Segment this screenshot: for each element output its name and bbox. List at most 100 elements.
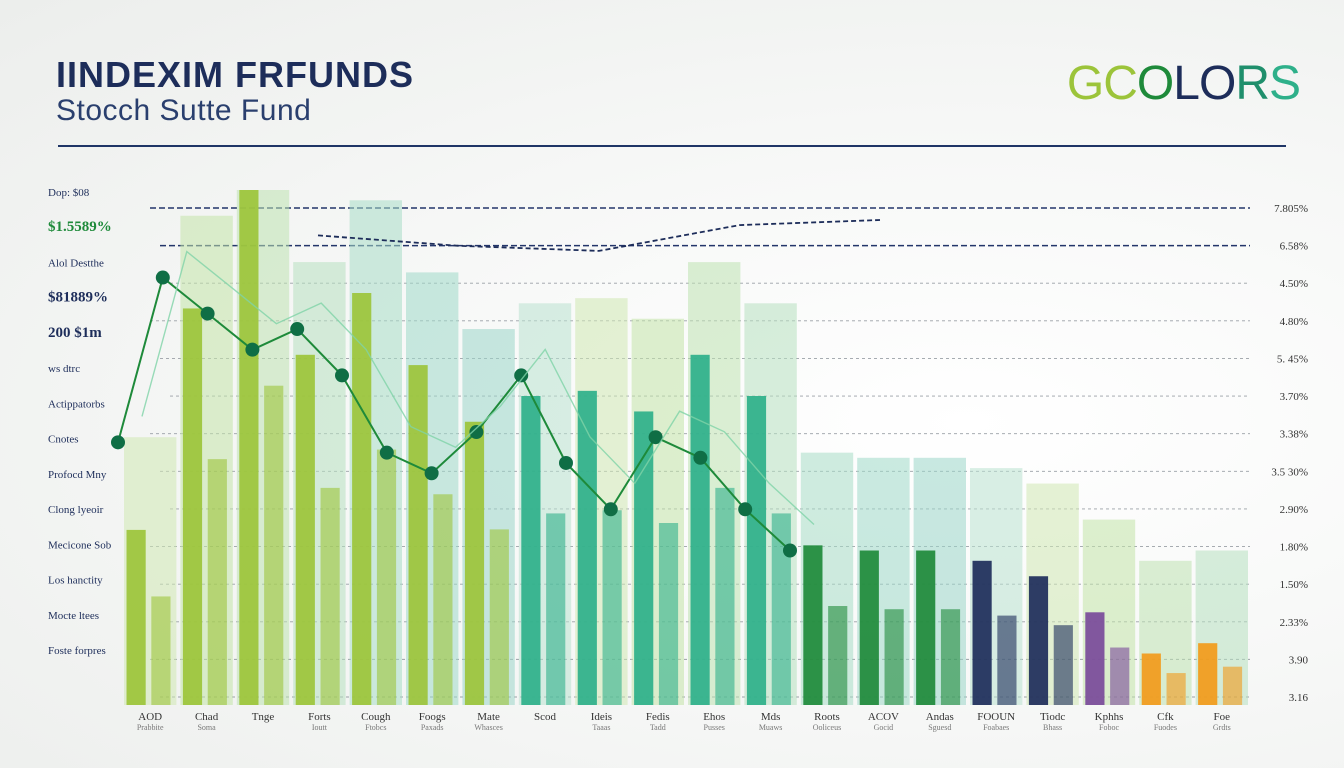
x-tick-label: Chad xyxy=(195,711,219,723)
x-tick-sublabel: Ftobcs xyxy=(365,723,386,732)
x-tick-label: Ehos xyxy=(703,711,725,723)
brand-letter: O xyxy=(1136,57,1174,110)
x-tick-label: Fedis xyxy=(646,711,670,723)
x-tick-sublabel: Foboc xyxy=(1099,723,1119,732)
trend-marker xyxy=(155,270,170,285)
trend-marker xyxy=(245,342,260,357)
trend-marker xyxy=(693,450,708,465)
bar-secondary xyxy=(207,459,227,705)
trend-line xyxy=(117,275,791,552)
x-tick-sublabel: Pusses xyxy=(704,723,725,732)
bar-secondary xyxy=(828,606,848,705)
right-axis-label: 2.33% xyxy=(1280,617,1308,629)
brand-letter: S xyxy=(1268,57,1301,110)
right-axis-label: 3.16 xyxy=(1289,692,1309,704)
bar-secondary xyxy=(1166,673,1186,705)
left-axis-label: 200 $1m xyxy=(48,325,102,341)
bar-secondary xyxy=(1053,625,1073,705)
bar-secondary xyxy=(1110,647,1130,705)
trend-marker xyxy=(559,455,573,470)
bar-secondary xyxy=(376,449,397,705)
left-axis-label: $1.5589% xyxy=(48,219,112,235)
right-axis-label: 3.70% xyxy=(1280,391,1308,403)
left-axis-label: Cnotes xyxy=(48,434,79,446)
bar xyxy=(126,529,146,705)
x-tick-sublabel: Bhass xyxy=(1043,723,1062,732)
trend-marker xyxy=(111,435,125,450)
x-tick-sublabel: Muaws xyxy=(759,723,783,732)
bar-secondary xyxy=(433,494,453,705)
x-tick-label: Roots xyxy=(814,711,840,723)
x-tick-sublabel: Grdts xyxy=(1213,723,1231,732)
bar-secondary xyxy=(884,609,904,705)
trend-marker xyxy=(469,425,484,440)
left-axis-label: Clong lyeoir xyxy=(48,504,104,516)
right-axis-label: 4.50% xyxy=(1280,278,1308,290)
bar-secondary xyxy=(658,522,679,705)
x-tick-label: Tiodc xyxy=(1040,711,1065,723)
x-tick-sublabel: Taaas xyxy=(592,723,610,732)
bar xyxy=(182,308,203,705)
bar xyxy=(521,396,541,705)
dashed-series-line xyxy=(317,219,881,252)
bar-secondary xyxy=(715,487,735,705)
bar-secondary xyxy=(997,615,1017,705)
trend-marker xyxy=(335,368,349,383)
bar xyxy=(746,396,767,705)
bar xyxy=(1085,612,1105,705)
right-axis-label: 3.90 xyxy=(1289,654,1309,666)
bar-secondary xyxy=(602,510,622,705)
trend-marker xyxy=(379,445,394,460)
left-axis-label: Foste forpres xyxy=(48,645,106,657)
bar xyxy=(803,545,823,705)
brand-letter: C xyxy=(1103,57,1138,110)
right-axis-label: 4.80% xyxy=(1280,316,1308,328)
bar xyxy=(577,390,597,705)
right-axis-label: 6.58% xyxy=(1280,241,1308,253)
x-tick-sublabel: Soma xyxy=(197,723,216,732)
x-tick-label: Cfk xyxy=(1157,711,1174,723)
bar xyxy=(690,354,710,705)
trend-marker xyxy=(514,368,529,383)
x-tick-sublabel: Ooliceus xyxy=(813,723,841,732)
right-axis-label: 5. 45% xyxy=(1277,353,1308,365)
bar xyxy=(408,365,428,705)
x-tick-sublabel: Whasces xyxy=(474,723,502,732)
x-tick-sublabel: Fuodes xyxy=(1154,723,1177,732)
left-axis-label: Profocd Mny xyxy=(48,469,107,481)
left-axis-label: Mecicone Sob xyxy=(48,539,112,551)
brand-letter: R xyxy=(1235,57,1270,110)
x-tick-label: Ideis xyxy=(591,711,612,723)
x-tick-label: AOD xyxy=(138,711,162,723)
x-tick-sublabel: Tadd xyxy=(650,723,666,732)
right-axis-label: 7.805% xyxy=(1274,203,1308,215)
x-tick-sublabel: Sguesd xyxy=(928,723,951,732)
bar-secondary xyxy=(1222,666,1243,705)
header-divider xyxy=(58,145,1286,147)
bar xyxy=(859,550,879,705)
brand-letter: O xyxy=(1198,57,1236,110)
x-tick-label: FOOUN xyxy=(977,711,1015,723)
bar-secondary xyxy=(771,513,791,705)
bar-secondary xyxy=(546,513,566,705)
bar xyxy=(916,550,936,705)
x-tick-label: Mds xyxy=(761,711,781,723)
trend-marker xyxy=(290,322,305,337)
bar xyxy=(464,421,485,705)
bar xyxy=(1028,576,1049,705)
x-tick-sublabel: Gocid xyxy=(874,723,894,732)
x-tick-label: ACOV xyxy=(868,711,899,723)
brand-letter: L xyxy=(1173,57,1200,110)
bar xyxy=(239,190,259,705)
trend-marker xyxy=(200,306,215,321)
brand-letter: G xyxy=(1066,57,1104,110)
x-tick-label: Forts xyxy=(308,711,331,723)
bar-secondary xyxy=(489,529,509,705)
trend-marker xyxy=(603,502,618,517)
left-axis-label: $81889% xyxy=(48,290,108,306)
right-axis-label: 1.80% xyxy=(1280,542,1308,554)
x-tick-sublabel: Foabaes xyxy=(983,723,1009,732)
x-tick-sublabel: Paxads xyxy=(421,723,444,732)
page-subtitle: Stocch Sutte Fund xyxy=(56,94,312,127)
